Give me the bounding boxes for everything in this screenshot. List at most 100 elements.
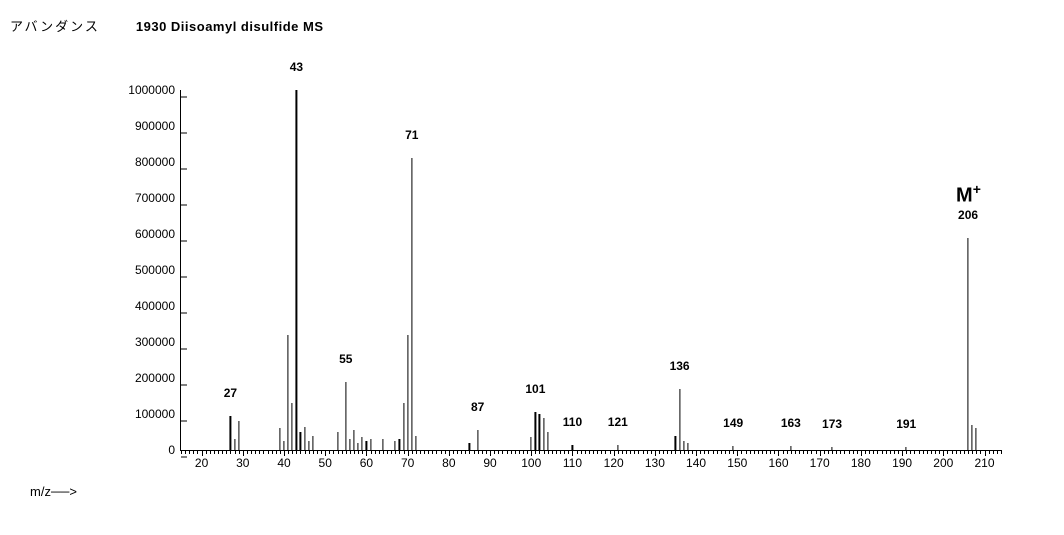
x-tick-minor xyxy=(717,450,718,454)
ms-peak xyxy=(733,446,734,450)
x-tick-minor xyxy=(651,450,652,454)
x-tick-minor xyxy=(877,450,878,454)
peak-label: 110 xyxy=(563,415,582,429)
ms-peak xyxy=(395,441,396,450)
x-tick-minor xyxy=(428,450,429,454)
x-tick-minor xyxy=(836,450,837,454)
x-tick-minor xyxy=(931,450,932,454)
x-tick-minor xyxy=(832,450,833,454)
x-tick-minor xyxy=(671,450,672,454)
x-tick-minor xyxy=(680,450,681,454)
x-tick-label: 200 xyxy=(933,450,953,470)
x-tick-minor xyxy=(795,450,796,454)
x-tick-minor xyxy=(272,450,273,454)
x-tick-minor xyxy=(989,450,990,454)
ms-peak xyxy=(535,412,536,450)
x-tick-minor xyxy=(375,450,376,454)
x-tick-minor xyxy=(663,450,664,454)
x-tick-minor xyxy=(478,450,479,454)
x-tick-minor xyxy=(577,450,578,454)
y-tick: 900000 xyxy=(135,119,181,133)
x-tick-minor xyxy=(754,450,755,454)
y-tick: 100000 xyxy=(135,407,181,421)
x-tick-minor xyxy=(844,450,845,454)
x-tick-minor xyxy=(849,450,850,454)
x-tick-minor xyxy=(894,450,895,454)
x-tick-minor xyxy=(539,450,540,454)
x-tick-minor xyxy=(840,450,841,454)
ms-peak xyxy=(345,382,346,450)
plot-area: M+ 0100000200000300000400000500000600000… xyxy=(180,90,1001,451)
peak-label: 87 xyxy=(471,400,484,414)
x-tick-minor xyxy=(947,450,948,454)
ms-peak xyxy=(411,158,412,450)
x-tick-minor xyxy=(906,450,907,454)
peak-label: 27 xyxy=(224,386,237,400)
y-tick: 200000 xyxy=(135,371,181,385)
ms-peak xyxy=(539,414,540,450)
x-tick-minor xyxy=(725,450,726,454)
x-tick-minor xyxy=(379,450,380,454)
x-tick-minor xyxy=(692,450,693,454)
x-tick-minor xyxy=(329,450,330,454)
x-tick-minor xyxy=(774,450,775,454)
x-tick-minor xyxy=(688,450,689,454)
x-tick-label: 190 xyxy=(892,450,912,470)
x-tick-minor xyxy=(226,450,227,454)
x-tick-minor xyxy=(544,450,545,454)
x-tick-minor xyxy=(791,450,792,454)
molecular-ion-m: M xyxy=(956,185,973,207)
x-tick-minor xyxy=(519,450,520,454)
ms-peak xyxy=(976,428,977,450)
x-tick-minor xyxy=(964,450,965,454)
x-tick-minor xyxy=(898,450,899,454)
x-tick-minor xyxy=(358,450,359,454)
x-tick-minor xyxy=(638,450,639,454)
ms-peak xyxy=(304,427,305,450)
x-tick-minor xyxy=(350,450,351,454)
x-tick-label: 160 xyxy=(768,450,788,470)
x-tick-minor xyxy=(783,450,784,454)
x-tick-minor xyxy=(589,450,590,454)
peak-label: 71 xyxy=(405,128,418,142)
ms-peak xyxy=(288,335,289,450)
x-tick-minor xyxy=(997,450,998,454)
ms-peak xyxy=(617,445,618,450)
x-tick-label: 130 xyxy=(645,450,665,470)
ms-peak xyxy=(283,441,284,450)
y-tick: 1000000 xyxy=(128,83,181,97)
ms-peak xyxy=(407,335,408,450)
x-tick-minor xyxy=(713,450,714,454)
x-tick-label: 150 xyxy=(727,450,747,470)
x-tick-minor xyxy=(210,450,211,454)
x-tick-minor xyxy=(354,450,355,454)
x-tick-minor xyxy=(556,450,557,454)
ms-peak xyxy=(547,432,548,450)
x-tick-minor xyxy=(432,450,433,454)
x-tick-minor xyxy=(404,450,405,454)
x-tick-minor xyxy=(684,450,685,454)
x-tick-minor xyxy=(268,450,269,454)
x-tick-minor xyxy=(766,450,767,454)
x-tick-minor xyxy=(618,450,619,454)
header-bar: アバンダンス 1930 Diisoamyl disulfide MS xyxy=(10,16,324,35)
x-tick-minor xyxy=(247,450,248,454)
x-tick-minor xyxy=(659,450,660,454)
y-tick: 600000 xyxy=(135,227,181,241)
ms-peak xyxy=(292,403,293,450)
ms-peak xyxy=(972,425,973,450)
peak-label: 55 xyxy=(339,352,352,366)
peak-label: 163 xyxy=(781,416,801,430)
x-tick-minor xyxy=(296,450,297,454)
x-tick-minor xyxy=(511,450,512,454)
x-tick-minor xyxy=(803,450,804,454)
x-tick-minor xyxy=(927,450,928,454)
x-tick-minor xyxy=(593,450,594,454)
x-tick-minor xyxy=(535,450,536,454)
ms-peak xyxy=(967,238,968,450)
ms-peak xyxy=(906,447,907,450)
x-tick-minor xyxy=(441,450,442,454)
ms-peak xyxy=(370,439,371,450)
x-tick-minor xyxy=(189,450,190,454)
ms-peak xyxy=(469,443,470,450)
